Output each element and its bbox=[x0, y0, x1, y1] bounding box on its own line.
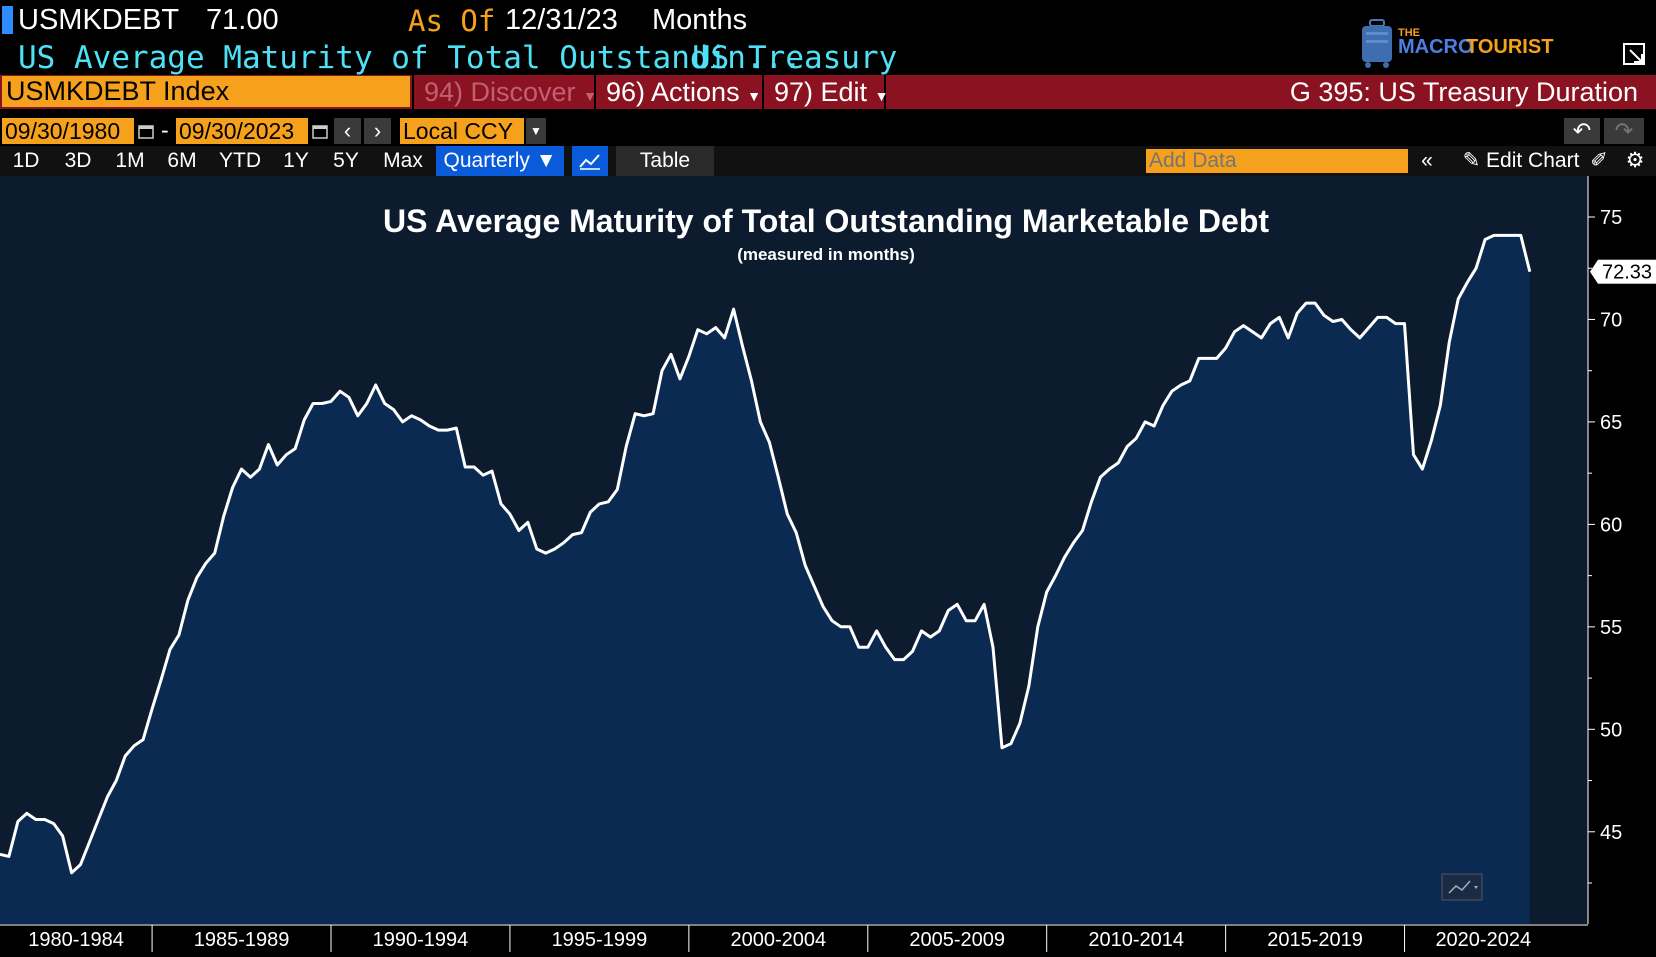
chart-title: US Average Maturity of Total Outstanding… bbox=[383, 203, 1269, 239]
timeframe-6m[interactable]: 6M bbox=[167, 149, 197, 172]
suitcase-icon: THE MACRO TOURIST bbox=[1362, 19, 1553, 68]
logo-the-text: THE bbox=[1398, 27, 1420, 39]
last-value-box bbox=[1598, 259, 1656, 284]
x-tick-label: 2015-2019 bbox=[1267, 929, 1363, 951]
chevron-down-icon bbox=[1474, 886, 1478, 889]
calendar-icon[interactable] bbox=[312, 123, 328, 139]
logo-macro-text: MACRO bbox=[1398, 36, 1474, 58]
chart-area: 45 50 55 60 65 70 75 1980-1984 1985-1989 1990-19… bbox=[0, 176, 1656, 952]
security-header: USMKDEBT 71.00 As Of 12/31/23 Months bbox=[0, 0, 1656, 38]
annotate-icon[interactable]: ✐ bbox=[1590, 149, 1608, 172]
timeframe-1d[interactable]: 1D bbox=[12, 149, 40, 172]
discover-label: 94) Discover bbox=[424, 77, 576, 107]
security-description: US Average Maturity of Total Outstandin.… bbox=[18, 40, 802, 76]
y-tick-label: 60 bbox=[1600, 514, 1622, 536]
actions-label: 96) Actions bbox=[606, 77, 740, 107]
y-axis-panel bbox=[1588, 176, 1656, 952]
collapse-icon[interactable]: « bbox=[1421, 149, 1433, 172]
graph-title: G 395: US Treasury Duration bbox=[1289, 77, 1638, 107]
timeframe-1m[interactable]: 1M bbox=[115, 149, 145, 172]
popout-icon[interactable] bbox=[1622, 42, 1648, 68]
macro-tourist-logo: THE MACRO TOURIST bbox=[1360, 12, 1650, 74]
security-input[interactable]: USMKDEBT Index bbox=[2, 76, 410, 107]
timeframe-3d[interactable]: 3D bbox=[64, 149, 92, 172]
chevron-right-icon[interactable]: › bbox=[364, 118, 391, 144]
units-label: Months bbox=[652, 4, 748, 36]
redo-icon[interactable]: ↷ bbox=[1604, 118, 1644, 144]
edit-menu[interactable]: 97) Edit ▼ bbox=[762, 75, 889, 109]
security-description-row: US Average Maturity of Total Outstandin.… bbox=[0, 38, 1300, 76]
y-tick-label: 50 bbox=[1600, 719, 1622, 741]
x-tick-label: 2000-2004 bbox=[730, 929, 826, 951]
mini-chart-icon bbox=[1448, 880, 1471, 894]
date-separator: - bbox=[161, 117, 169, 143]
chevron-down-icon[interactable]: ▼ bbox=[526, 118, 546, 144]
calendar-icon[interactable] bbox=[138, 123, 154, 139]
security-color-marker bbox=[2, 6, 13, 34]
y-tick-label: 55 bbox=[1600, 617, 1622, 639]
data-source: US Treasury bbox=[692, 40, 898, 76]
timeframe-1y[interactable]: 1Y bbox=[283, 149, 309, 172]
timeframe-max[interactable]: Max bbox=[383, 149, 423, 172]
edit-chart-label: Edit Chart bbox=[1486, 149, 1580, 172]
x-axis: 1980-1984 1985-1989 1990-1994 1995-1999 2000… bbox=[0, 924, 1588, 952]
last-value: 71.00 bbox=[206, 4, 279, 36]
as-of-label: As Of bbox=[408, 4, 496, 38]
y-tick-label: 45 bbox=[1600, 822, 1622, 844]
edit-chart-button[interactable]: ✎ Edit Chart bbox=[1446, 146, 1596, 176]
ticker-label: USMKDEBT bbox=[18, 4, 180, 36]
area-fill bbox=[0, 235, 1530, 924]
y-tick-label: 65 bbox=[1600, 412, 1622, 434]
last-value-pointer bbox=[1590, 259, 1598, 284]
discover-menu[interactable]: 94) Discover ▼ bbox=[412, 75, 597, 109]
last-value-marker: 72.33 bbox=[1590, 259, 1656, 284]
chevron-down-icon: ▼ bbox=[874, 88, 889, 104]
currency-select[interactable]: Local CCY bbox=[400, 118, 524, 144]
x-tick-label: 1995-1999 bbox=[552, 929, 648, 951]
timeframe-toolbar: 1D 3D 1M 6M YTD 1Y 5Y Max Quarterly ▼ Ta… bbox=[0, 146, 1656, 176]
x-tick-label: 1990-1994 bbox=[373, 929, 469, 951]
chevron-down-icon: ▼ bbox=[747, 88, 761, 104]
x-tick-label: 2010-2014 bbox=[1088, 929, 1184, 951]
chart-type-button[interactable] bbox=[1441, 873, 1483, 901]
x-tick-label: 2005-2009 bbox=[909, 929, 1005, 951]
frequency-select[interactable]: Quarterly ▼ bbox=[436, 146, 564, 176]
series-line bbox=[0, 233, 1532, 875]
end-date-input[interactable]: 09/30/2023 bbox=[176, 118, 308, 144]
pencil-icon: ✎ bbox=[1462, 149, 1481, 172]
undo-icon[interactable]: ↶ bbox=[1564, 118, 1600, 144]
y-tick-label: 75 bbox=[1600, 207, 1622, 229]
maturity-chart: 45 50 55 60 65 70 75 1980-1984 1985-1989 1990-19… bbox=[0, 176, 1656, 952]
x-tick-label: 1980-1984 bbox=[28, 929, 124, 951]
actions-menu[interactable]: 96) Actions ▼ bbox=[594, 75, 761, 109]
add-data-input[interactable] bbox=[1146, 149, 1408, 173]
chevron-left-icon[interactable]: ‹ bbox=[334, 118, 361, 144]
last-value-label: 72.33 bbox=[1602, 262, 1652, 284]
line-chart-icon[interactable] bbox=[572, 146, 608, 176]
timeframe-5y[interactable]: 5Y bbox=[333, 149, 359, 172]
timeframe-ytd[interactable]: YTD bbox=[219, 149, 261, 172]
date-range-toolbar: 09/30/1980 - 09/30/2023 ‹ › Local CCY ▼ … bbox=[0, 117, 1656, 145]
edit-label: 97) Edit bbox=[774, 77, 868, 107]
menu-bar: USMKDEBT Index 94) Discover ▼ 96) Action… bbox=[0, 75, 1656, 109]
gear-icon[interactable]: ⚙ bbox=[1625, 149, 1645, 172]
x-tick-label: 2020-2024 bbox=[1435, 929, 1531, 951]
x-axis-panel bbox=[0, 924, 1656, 952]
chevron-down-icon: ▼ bbox=[583, 88, 597, 104]
logo-tourist-text: TOURIST bbox=[1466, 36, 1553, 58]
x-tick-label: 1985-1989 bbox=[194, 929, 290, 951]
chart-subtitle: (measured in months) bbox=[737, 245, 915, 264]
as-of-date: 12/31/23 bbox=[505, 4, 618, 36]
y-tick-label: 70 bbox=[1600, 309, 1622, 331]
table-button[interactable]: Table bbox=[616, 146, 714, 176]
start-date-input[interactable]: 09/30/1980 bbox=[2, 118, 134, 144]
y-axis: 45 50 55 60 65 70 75 bbox=[1587, 176, 1622, 924]
